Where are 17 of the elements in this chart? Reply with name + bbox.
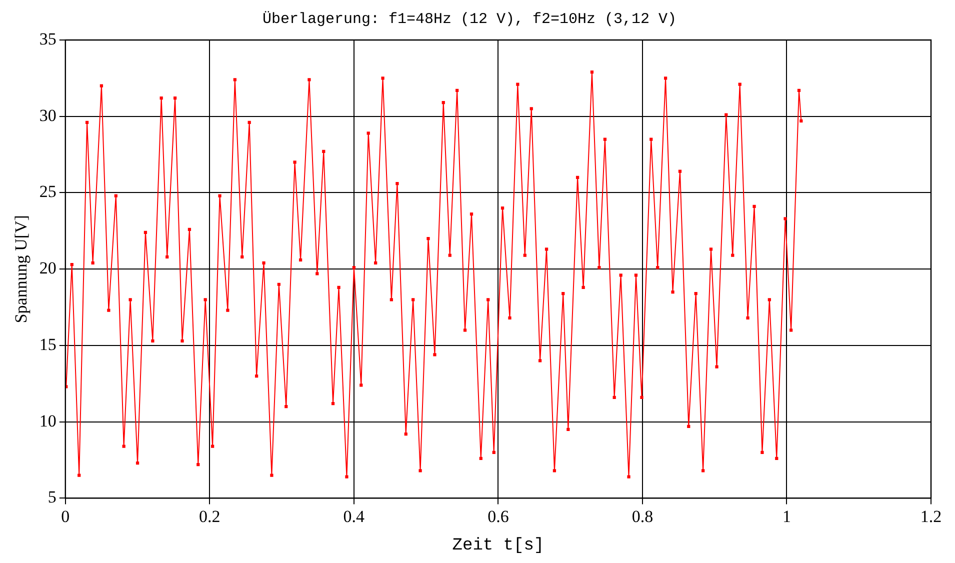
- y-tick-label: 10: [39, 411, 56, 430]
- x-axis-title: Zeit t[s]: [452, 536, 544, 556]
- y-tick-label: 30: [39, 106, 56, 125]
- y-tick-label: 25: [39, 182, 56, 202]
- x-tick-label: 1.2: [920, 506, 942, 526]
- x-tick-label: 0.6: [488, 506, 509, 526]
- y-tick-label: 20: [39, 258, 56, 278]
- x-tick-label: 0.8: [632, 506, 654, 526]
- y-tick-label: 5: [48, 488, 56, 507]
- x-tick-label: 0.2: [199, 506, 220, 526]
- y-tick-label: 15: [39, 334, 56, 354]
- x-tick-label: 1: [782, 506, 791, 526]
- y-tick-label: 35: [39, 29, 56, 48]
- x-tick-label: 0.4: [343, 506, 366, 526]
- chart-title: Überlagerung: f1=48Hz (12 V), f2=10Hz (3,12 V): [262, 10, 677, 28]
- y-axis-title: Spannung U[V]: [12, 215, 31, 324]
- x-tick-label: 0: [61, 506, 70, 526]
